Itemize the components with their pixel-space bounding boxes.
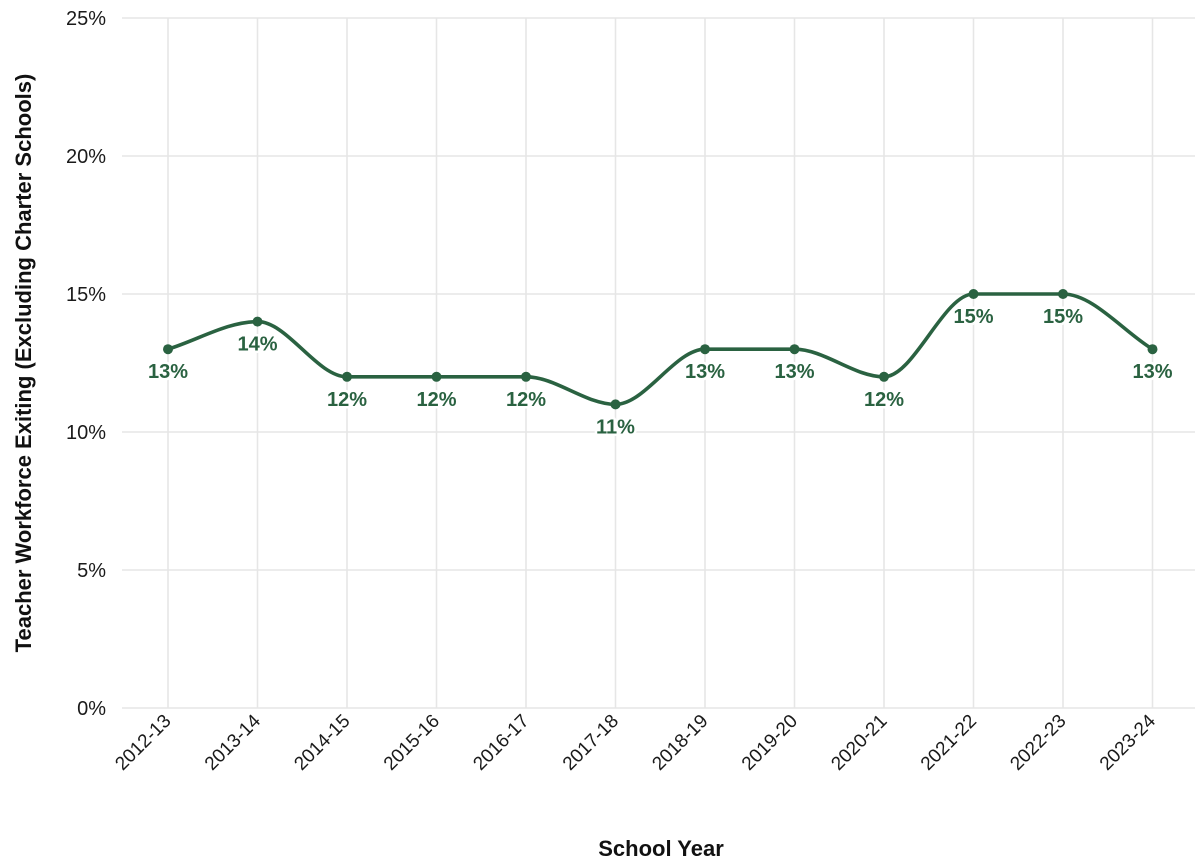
data-point [879,371,889,382]
x-tick-label: 2017-18 [559,711,623,775]
data-label: 13% [685,361,725,383]
series-group [163,289,1158,410]
data-labels: 13% 14% 12% 12% 12% 11% 13% 13% 12% 15% 15% 13% [145,304,1175,441]
data-label: 15% [953,306,993,328]
data-point [342,371,352,382]
data-label: 11% [596,416,635,438]
data-point [1147,344,1158,355]
x-gridlines [167,18,1154,708]
data-label: 14% [237,334,277,356]
y-tick-label: 20% [66,146,106,168]
data-point [431,371,442,382]
x-tick-label: 2012-13 [111,711,175,775]
y-tick-label: 0% [77,698,106,720]
x-tick-label: 2021-22 [917,711,981,775]
data-point [163,344,173,355]
y-tick-label: 25% [66,8,106,30]
y-tick-label: 10% [66,422,106,444]
data-point [1058,289,1068,299]
data-label: 15% [1043,306,1083,328]
data-point [610,399,621,410]
x-tick-label: 2018-19 [648,711,712,775]
y-gridlines [122,17,1195,709]
x-tick-label: 2020-21 [827,711,891,775]
x-tick-label: 2016-17 [469,711,533,775]
x-tick-label: 2019-20 [738,711,802,775]
data-label: 13% [1132,361,1172,383]
y-tick-label: 5% [77,560,106,582]
data-label: 12% [416,389,456,411]
x-tick-label: 2014-15 [290,711,354,775]
data-label: 13% [774,361,814,383]
data-point [789,344,800,355]
data-point [252,316,263,327]
data-label: 13% [148,361,188,383]
data-label: 12% [864,389,904,411]
x-tick-label: 2015-16 [380,711,444,775]
data-point [521,371,531,382]
x-tick-label: 2013-14 [201,710,265,774]
data-label: 12% [506,389,546,411]
x-tick-label: 2022-23 [1006,711,1070,775]
y-axis-title: Teacher Workforce Exiting (Excluding Cha… [11,74,36,653]
x-axis-ticks: 2012-13 2013-14 2014-15 2015-16 2016-17 2017-… [111,710,1160,774]
data-point [968,289,979,299]
data-label: 12% [327,389,367,411]
x-axis-title: School Year [598,836,724,861]
series-line [166,292,1155,407]
x-tick-label: 2023-24 [1096,710,1160,774]
y-axis-ticks: 0% 5% 10% 15% 20% 25% [66,8,106,720]
y-tick-label: 15% [66,284,106,306]
data-point [700,344,710,355]
